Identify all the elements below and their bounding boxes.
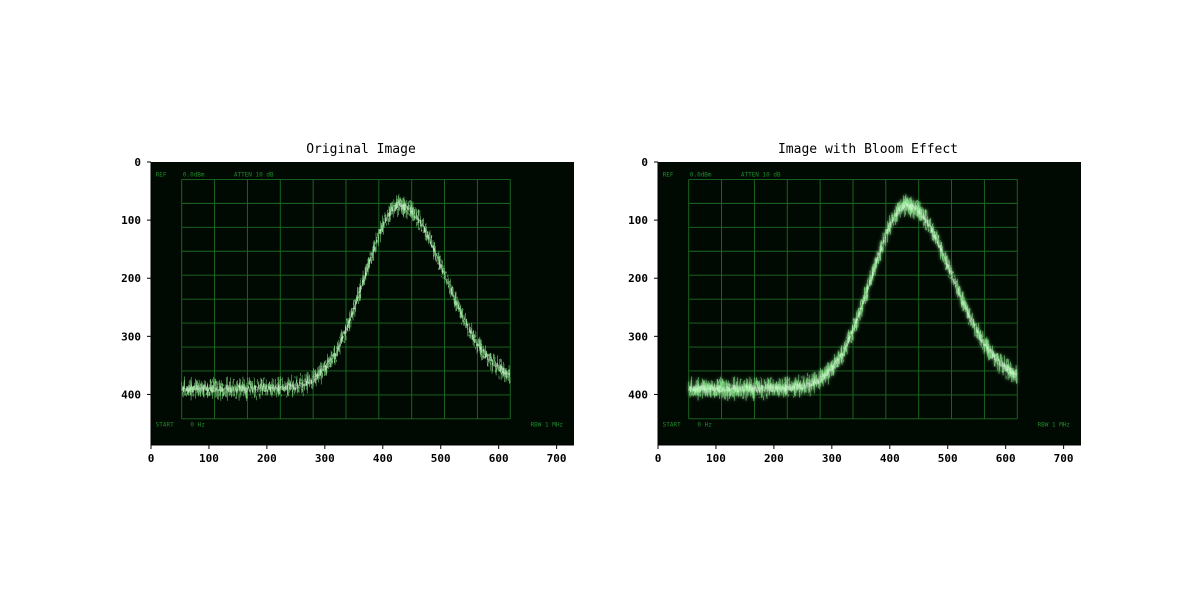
scope-start-value: 0 Hz bbox=[190, 421, 205, 428]
x-tick-label: 200 bbox=[764, 452, 784, 465]
y-tick-label: 300 bbox=[121, 330, 141, 343]
scope-atten-label: ATTEN 10 dB bbox=[741, 172, 781, 179]
x-tick-label: 600 bbox=[996, 452, 1016, 465]
x-tick-label: 300 bbox=[822, 452, 842, 465]
axes-spines bbox=[657, 162, 1081, 446]
y-tick-label: 400 bbox=[121, 388, 141, 401]
scope-atten-label: ATTEN 10 dB bbox=[234, 172, 274, 179]
x-tick-label: 400 bbox=[373, 452, 393, 465]
signal-trace bbox=[181, 194, 511, 401]
x-tick-label: 500 bbox=[431, 452, 451, 465]
x-tick-label: 500 bbox=[938, 452, 958, 465]
y-tick-label: 0 bbox=[134, 156, 141, 169]
scope-ref-label: REF bbox=[663, 172, 674, 179]
axes-bloom: 0 100 200 300 400 500 600 700 0 100 200 300 400 bbox=[628, 156, 1081, 465]
x-tick-label: 600 bbox=[489, 452, 509, 465]
scope-background bbox=[151, 162, 574, 445]
y-tick-label: 300 bbox=[628, 330, 648, 343]
y-tick-label: 200 bbox=[628, 272, 648, 285]
scope-ref-value: 0.0dBm bbox=[183, 172, 205, 179]
axes-original: 0 100 200 300 400 500 600 700 0 100 200 300 400 bbox=[121, 156, 574, 465]
scope-start-label: START bbox=[663, 421, 681, 428]
y-tick-label: 0 bbox=[641, 156, 648, 169]
scope-rbw-label: RBW 1 MHz bbox=[1038, 421, 1071, 428]
scope-ref-label: REF bbox=[156, 172, 167, 179]
trace-core bbox=[688, 201, 1018, 394]
panel-bloom: Image with Bloom Effect REF 0.0dBm ATTEN 1… bbox=[628, 142, 1081, 465]
x-tick-label: 200 bbox=[257, 452, 277, 465]
scope-background bbox=[658, 162, 1081, 445]
x-tick-label: 0 bbox=[148, 452, 155, 465]
scope-rbw-label: RBW 1 MHz bbox=[531, 421, 564, 428]
scope-grid bbox=[688, 178, 1018, 420]
y-tick-label: 100 bbox=[121, 214, 141, 227]
x-tick-label: 700 bbox=[547, 452, 567, 465]
x-tick-label: 700 bbox=[1054, 452, 1074, 465]
x-tick-label: 300 bbox=[315, 452, 335, 465]
axes-spines bbox=[150, 162, 574, 446]
scope-start-value: 0 Hz bbox=[697, 421, 712, 428]
image-area-original: REF 0.0dBm ATTEN 10 dB START 0 Hz RBW 1 MHz bbox=[151, 162, 574, 445]
signal-trace bbox=[688, 194, 1018, 401]
x-tick-label: 0 bbox=[655, 452, 662, 465]
y-tick-label: 400 bbox=[628, 388, 648, 401]
scope-ref-value: 0.0dBm bbox=[690, 172, 712, 179]
y-tick-label: 100 bbox=[628, 214, 648, 227]
trace-core bbox=[181, 201, 511, 394]
scope-start-label: START bbox=[156, 421, 174, 428]
scope-grid bbox=[181, 178, 511, 420]
x-tick-label: 400 bbox=[880, 452, 900, 465]
panel-title-bloom: Image with Bloom Effect bbox=[778, 142, 958, 157]
panel-title-original: Original Image bbox=[306, 142, 416, 157]
image-area-bloom: REF 0.0dBm ATTEN 10 dB START 0 Hz RBW 1 MHz bbox=[658, 162, 1081, 445]
x-tick-label: 100 bbox=[199, 452, 219, 465]
panel-original: Original Image REF 0.0dBm ATTEN 10 dB START… bbox=[121, 142, 574, 465]
x-tick-label: 100 bbox=[706, 452, 726, 465]
y-tick-label: 200 bbox=[121, 272, 141, 285]
